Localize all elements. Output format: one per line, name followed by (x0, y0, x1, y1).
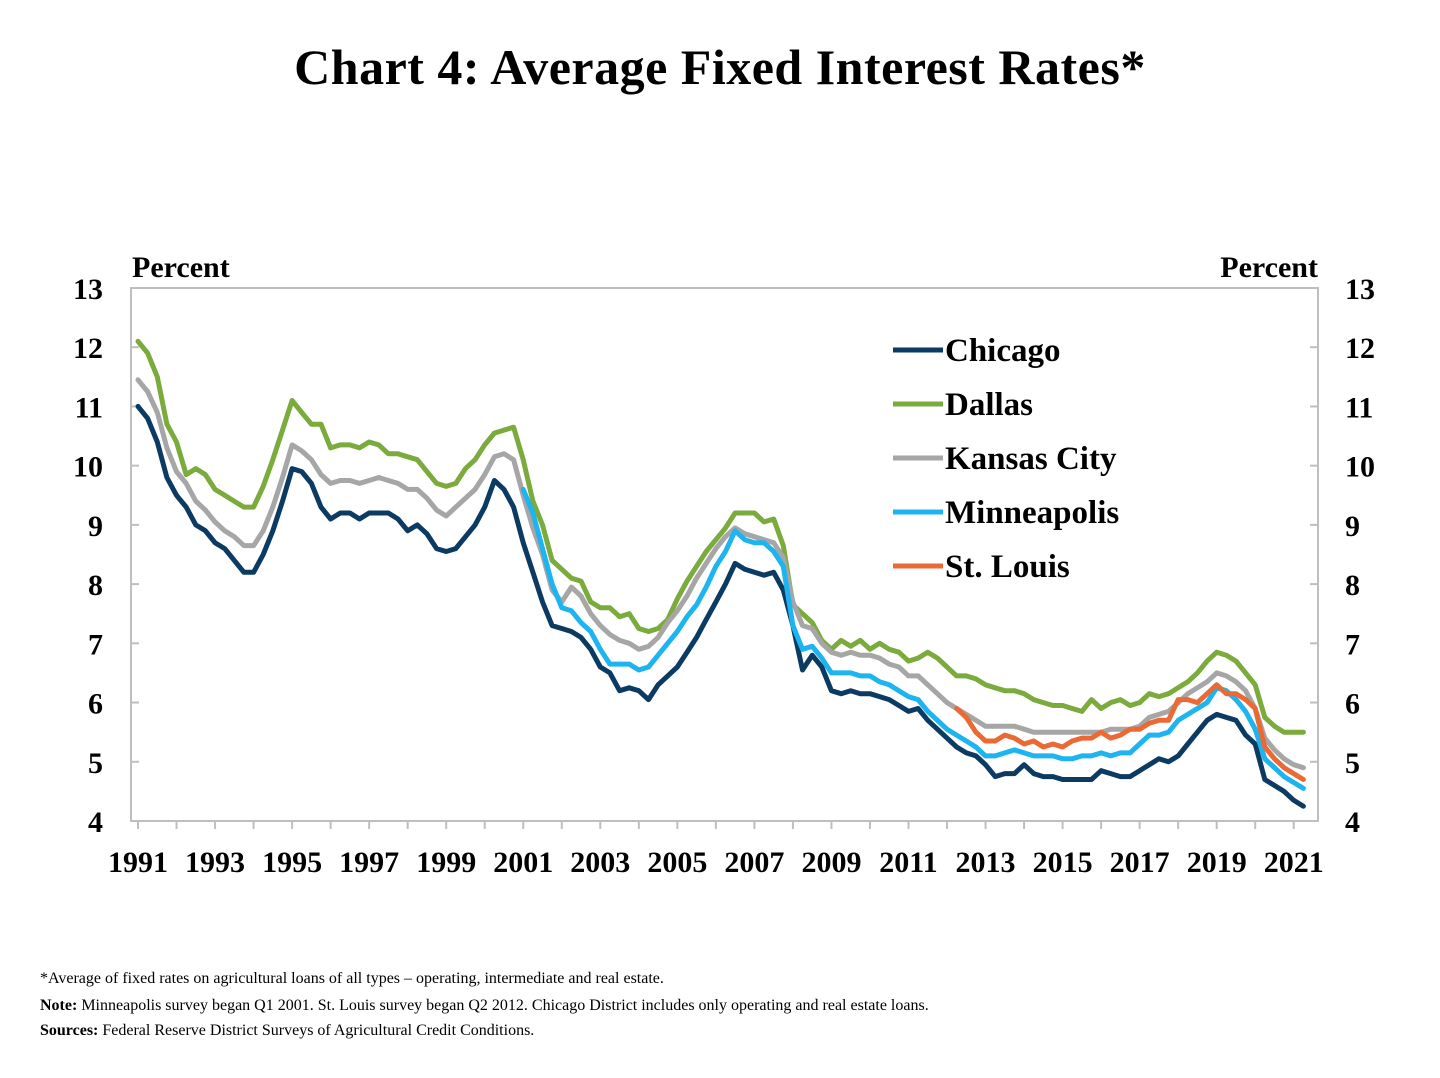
x-tick-label: 2011 (879, 846, 937, 879)
footnote-asterisk: *Average of fixed rates on agricultural … (40, 970, 664, 987)
y-tick-label-right: 11 (1345, 391, 1373, 424)
series-lines (135, 338, 1306, 809)
x-tick-label: 1999 (416, 846, 476, 879)
series-line-dallas (135, 338, 1306, 735)
y-tick-label-right: 9 (1345, 510, 1360, 543)
sources-label: Sources: (40, 1022, 99, 1039)
x-tick-label: 2015 (1033, 846, 1093, 879)
series-line-st-louis (954, 682, 1306, 782)
y-tick-label-left: 5 (88, 747, 103, 780)
footnote-sources: Sources: Federal Reserve District Survey… (40, 1022, 534, 1040)
x-tick-label: 1993 (185, 846, 245, 879)
y-tick-label-left: 7 (88, 628, 103, 661)
y-axis-label-left: Percent (132, 251, 230, 284)
legend-label: Chicago (945, 333, 1061, 369)
y-tick-label-right: 6 (1345, 688, 1360, 721)
x-tick-label: 2019 (1187, 846, 1247, 879)
y-tick-label-right: 7 (1345, 628, 1360, 661)
legend-label: Minneapolis (945, 495, 1119, 531)
note-text: Minneapolis survey began Q1 2001. St. Lo… (77, 997, 929, 1014)
legend-label: Dallas (945, 387, 1033, 423)
y-tick-label-right: 12 (1345, 332, 1375, 365)
y-tick-label-left: 11 (75, 391, 103, 424)
tick-labels: 4 4 5 5 6 6 7 7 8 8 9 9 10 10 11 11 12 12 13 13 1991 1993 1995… (73, 273, 1375, 879)
x-tick-label: 2021 (1264, 846, 1324, 879)
y-tick-label-left: 4 (88, 806, 103, 839)
x-tick-label: 2017 (1110, 846, 1170, 879)
note-label: Note: (40, 997, 78, 1014)
y-tick-label-right: 8 (1345, 569, 1360, 602)
legend: Chicago Dallas Kansas City Minneapolis St. L… (893, 333, 1119, 585)
series-line-kansas-city (135, 377, 1306, 771)
y-tick-label-right: 4 (1345, 806, 1360, 839)
sources-text: Federal Reserve District Surveys of Agri… (98, 1022, 535, 1039)
axes (130, 287, 1319, 829)
y-tick-label-right: 5 (1345, 747, 1360, 780)
x-tick-label: 2009 (801, 846, 861, 879)
x-tick-label: 1997 (339, 846, 399, 879)
x-tick-label: 2001 (493, 846, 553, 879)
series-line-minneapolis (520, 486, 1306, 791)
y-tick-label-right: 13 (1345, 273, 1375, 306)
x-tick-label: 2007 (724, 846, 784, 879)
y-tick-label-left: 9 (88, 510, 103, 543)
y-tick-label-left: 6 (88, 688, 103, 721)
legend-label: Kansas City (945, 441, 1117, 477)
footnote-note: Note: Minneapolis survey began Q1 2001. … (40, 997, 929, 1015)
x-tick-label: 1991 (108, 846, 168, 879)
x-tick-label: 2003 (570, 846, 630, 879)
y-tick-label-left: 10 (73, 451, 103, 484)
x-tick-label: 2005 (647, 846, 707, 879)
x-tick-label: 1995 (262, 846, 322, 879)
x-tick-label: 2013 (956, 846, 1016, 879)
legend-label: St. Louis (945, 549, 1070, 585)
y-tick-label-left: 12 (73, 332, 103, 365)
plot-frame (130, 287, 1319, 822)
chart-title: Chart 4: Average Fixed Interest Rates* (294, 39, 1146, 95)
series-line-chicago (135, 403, 1306, 809)
y-tick-label-left: 13 (73, 273, 103, 306)
y-tick-label-right: 10 (1345, 451, 1375, 484)
y-tick-label-left: 8 (88, 569, 103, 602)
y-axis-label-right: Percent (1220, 251, 1318, 284)
